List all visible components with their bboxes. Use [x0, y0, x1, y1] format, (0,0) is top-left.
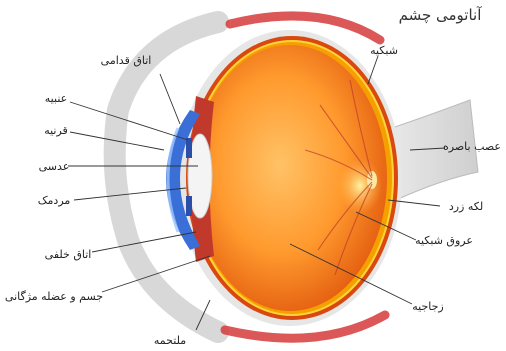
label-macula: لکه زرد [449, 200, 483, 213]
cornea-highlight [166, 127, 180, 233]
conjunctiva-shape [103, 11, 229, 343]
iris-shape-lower [186, 196, 192, 216]
label-vitreous: زجاجیه [412, 300, 443, 313]
cornea-shape [166, 110, 200, 250]
lens-shape [187, 133, 213, 219]
label-retinal-vessels: عروق شبکیه [415, 234, 473, 247]
label-retina: شبکیه [370, 44, 398, 57]
label-ciliary-body: جسم و عضله مژگانی [5, 290, 103, 303]
iris-shape [186, 138, 192, 158]
vitreous-shape [193, 45, 387, 311]
optic-nerve-shape [391, 99, 479, 201]
label-lens: عدسی [39, 160, 70, 173]
leader-lines [68, 55, 446, 331]
sclera-red-bottom [220, 310, 390, 343]
label-posterior-chamber: اتاق خلفی [45, 248, 92, 261]
label-pupil: مردمک [38, 194, 71, 207]
label-cornea: قرنیه [44, 124, 68, 137]
label-iris: عنبیه [45, 92, 67, 105]
label-anterior-chamber: اتاق قدامی [101, 54, 152, 67]
sclera-red-top [225, 11, 385, 45]
retinal-vessels [304, 79, 373, 276]
label-optic-nerve: عصب باصره [443, 140, 501, 153]
label-conjunctiva: ملتحمه [154, 334, 186, 347]
diagram-title: آناتومی چشم [399, 6, 483, 24]
